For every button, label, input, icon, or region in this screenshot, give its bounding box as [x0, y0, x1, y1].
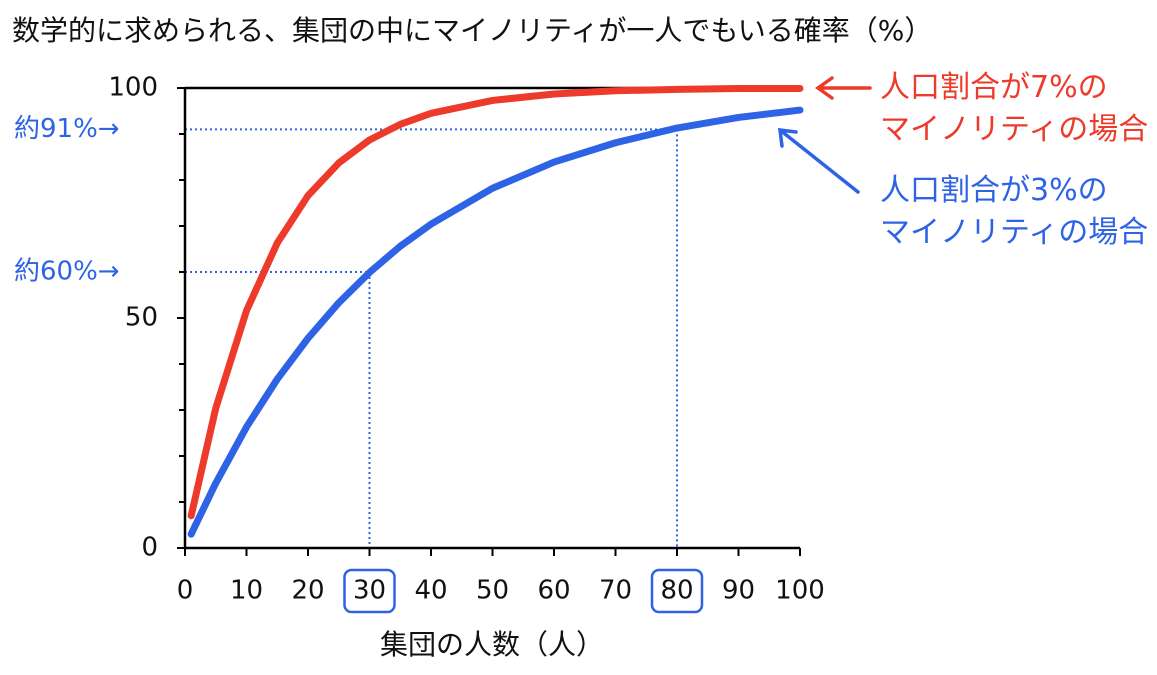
- x-tick-label: 0: [177, 576, 194, 606]
- series-line: [187, 84, 804, 520]
- x-tick-label: 80: [660, 576, 693, 606]
- x-tick-label: 30: [353, 576, 386, 606]
- legend-entry: 人口割合が3%の マイノリティの場合: [880, 173, 1149, 250]
- legend-entry: 人口割合が7%の マイノリティの場合: [880, 70, 1149, 147]
- guide-label: 約91%→: [14, 114, 120, 144]
- x-tick-label: 70: [599, 576, 632, 606]
- x-axis-label: 集団の人数（人）: [380, 628, 604, 661]
- x-tick-label: 10: [230, 576, 263, 606]
- x-tick-label: 100: [775, 576, 825, 606]
- x-tick-label: 90: [722, 576, 755, 606]
- tick-highlight: [650, 568, 704, 614]
- y-tick-label: 100: [108, 73, 158, 103]
- guide-label: 約60%→: [14, 257, 120, 287]
- blue-arrow: [777, 127, 860, 194]
- x-tick-label: 60: [537, 576, 570, 606]
- red-arrow: [814, 76, 872, 100]
- series-line: [187, 106, 804, 538]
- x-tick-label: 40: [414, 576, 447, 606]
- tick-highlight: [343, 568, 396, 614]
- y-tick-label: 0: [141, 533, 158, 563]
- chart-title: 数学的に求められる、集団の中にマイノリティが一人でもいる確率（%）: [12, 14, 932, 47]
- x-tick-label: 20: [291, 576, 324, 606]
- legend-arrows: [777, 76, 872, 194]
- y-tick-label: 50: [125, 303, 158, 333]
- x-tick-label: 50: [476, 576, 509, 606]
